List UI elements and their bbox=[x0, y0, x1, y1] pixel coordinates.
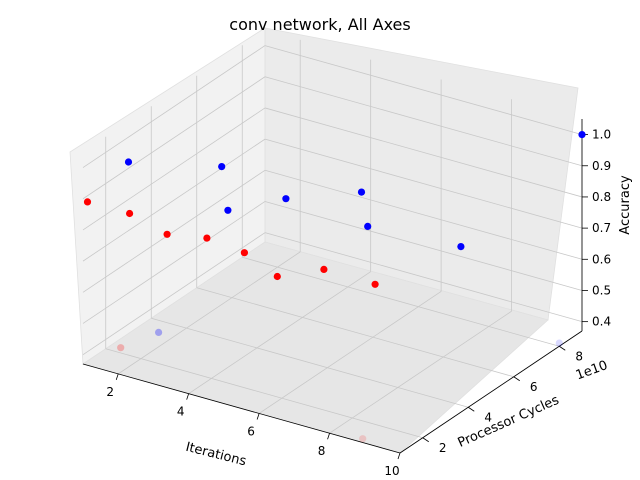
red-data-point bbox=[203, 234, 211, 242]
gridline-y-floor bbox=[151, 317, 469, 408]
x-tick-mark bbox=[115, 373, 119, 381]
blue-data-point bbox=[364, 222, 372, 230]
y-tick-mark bbox=[422, 437, 429, 443]
blue-data-point bbox=[578, 131, 586, 139]
gridline-z-back bbox=[264, 232, 583, 323]
x-tick-label: 4 bbox=[177, 405, 185, 419]
y-axis-label: Processor Cycles bbox=[456, 393, 562, 451]
z-tick-label: 0.5 bbox=[592, 283, 611, 297]
blue-data-point bbox=[124, 158, 133, 166]
y-tick-label: 2 bbox=[439, 441, 447, 455]
z-tick-label: 0.9 bbox=[592, 159, 611, 173]
axis-lines bbox=[82, 119, 583, 454]
blue-data-point bbox=[218, 163, 226, 171]
z-tick-label: 0.7 bbox=[592, 221, 611, 235]
blue-data-point bbox=[357, 188, 366, 196]
x-tick-label: 2 bbox=[106, 385, 114, 399]
gridline-y-floor bbox=[105, 348, 423, 439]
gridline-z-left bbox=[82, 76, 266, 200]
blue-data-point bbox=[224, 206, 232, 214]
blue-data-point bbox=[457, 243, 465, 251]
gridline-z-left bbox=[82, 232, 266, 355]
x-tick-label: 6 bbox=[247, 424, 255, 438]
red-data-point bbox=[163, 230, 171, 238]
z-tick-label: 0.8 bbox=[592, 190, 611, 204]
z-tick-label: 0.4 bbox=[592, 315, 611, 329]
gridline-x-floor bbox=[188, 271, 371, 394]
y-tick-label: 4 bbox=[484, 410, 492, 424]
y-tick-mark bbox=[559, 345, 566, 351]
y-tick-label: 6 bbox=[530, 380, 538, 394]
gridline-z-back bbox=[264, 201, 583, 291]
gridline-y-floor bbox=[242, 256, 560, 347]
red-data-point bbox=[273, 272, 281, 281]
gridline-x-floor bbox=[258, 291, 442, 414]
gridline-x-floor bbox=[117, 251, 301, 375]
x-tick-mark bbox=[186, 393, 190, 400]
y-tick-mark bbox=[513, 376, 520, 382]
gridline-z-back bbox=[264, 76, 583, 167]
x-axis-line bbox=[82, 363, 401, 454]
ticks: 2 4 6 8 10 2 4 6 8 0.4 0.5 0.6 0.7 0.8 0.9 1.0 bbox=[106, 128, 611, 478]
x-tick-mark bbox=[256, 413, 260, 420]
red-data-point bbox=[320, 265, 328, 273]
x-tick-mark bbox=[327, 433, 330, 440]
y-tick-label: 8 bbox=[575, 349, 583, 363]
gridline-z-back bbox=[264, 138, 583, 229]
gridline-z-left bbox=[82, 107, 266, 231]
x-tick-label: 8 bbox=[318, 444, 326, 458]
z-axis-label: Accuracy bbox=[618, 175, 633, 235]
red-data-point bbox=[117, 344, 125, 352]
x-tick-label: 10 bbox=[384, 464, 399, 478]
y-axis-line bbox=[399, 330, 583, 454]
panes bbox=[69, 27, 579, 454]
z-tick-label: 1.0 bbox=[592, 128, 611, 142]
gridline-z-left bbox=[82, 138, 266, 262]
gridline-z-back bbox=[264, 45, 583, 135]
gridline-y-floor bbox=[196, 287, 514, 378]
gridline-z-back bbox=[264, 169, 583, 260]
red-data-point bbox=[240, 249, 248, 257]
blue-data-point bbox=[155, 328, 163, 336]
red-data-point bbox=[126, 209, 134, 218]
data-points bbox=[83, 131, 586, 443]
blue-data-point bbox=[282, 195, 290, 203]
x-tick-mark bbox=[397, 452, 401, 460]
y-tick-mark bbox=[468, 406, 475, 412]
gridlines bbox=[82, 39, 583, 454]
red-data-point bbox=[371, 280, 379, 288]
gridline-z-back bbox=[264, 107, 583, 198]
chart-title: conv network, All Axes bbox=[229, 15, 410, 34]
gridline-z-left bbox=[82, 201, 266, 324]
z-tick-label: 0.6 bbox=[592, 252, 611, 266]
red-data-point bbox=[359, 435, 367, 443]
blue-data-point bbox=[555, 339, 563, 347]
x-axis-label: Iterations bbox=[184, 440, 248, 470]
red-data-point bbox=[83, 198, 92, 206]
gridline-z-left bbox=[82, 169, 266, 293]
gridline-z-left bbox=[82, 45, 266, 168]
gridline-x-floor bbox=[329, 310, 512, 434]
